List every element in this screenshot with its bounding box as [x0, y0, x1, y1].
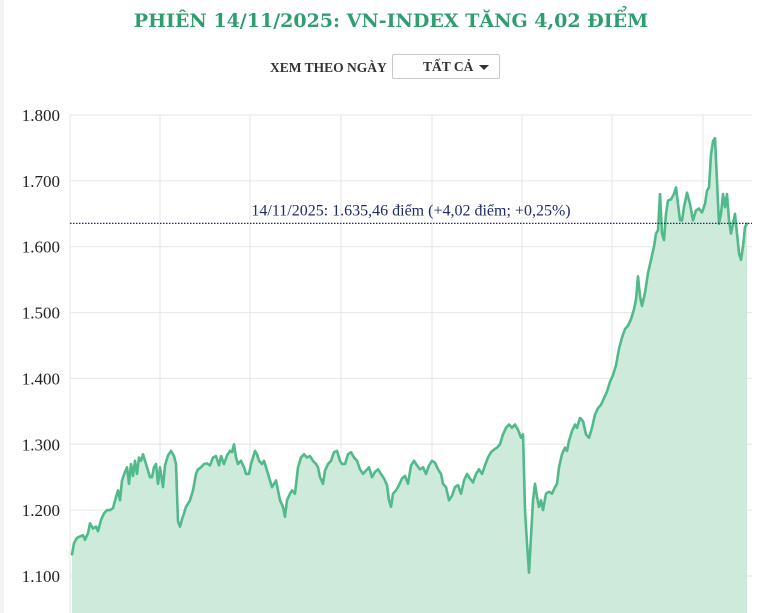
y-tick-label: 1.200	[22, 501, 60, 520]
reference-annotation: 14/11/2025: 1.635,46 điểm (+4,02 điểm; +…	[251, 202, 570, 219]
chart-title: PHIÊN 14/11/2025: VN-INDEX TĂNG 4,02 ĐIỂ…	[133, 10, 649, 32]
date-range-select[interactable]: TẤT CẢ	[392, 54, 500, 79]
date-filter-row: XEM THEO NGÀY TẤT CẢ	[0, 54, 767, 82]
chevron-down-icon	[479, 65, 489, 70]
y-tick-label: 1.500	[22, 304, 60, 323]
page-left-edge	[0, 0, 4, 613]
y-tick-label: 1.300	[22, 435, 60, 454]
index-line	[70, 136, 749, 574]
filter-label: XEM THEO NGÀY	[270, 60, 387, 75]
date-range-selected-value: TẤT CẢ	[423, 59, 474, 74]
y-tick-label: 1.100	[22, 567, 60, 586]
area-fill	[72, 138, 747, 613]
y-tick-label: 1.600	[22, 238, 60, 257]
y-tick-label: 1.800	[22, 106, 60, 125]
y-tick-label: 1.400	[22, 369, 60, 388]
y-axis: 1.800 1.700 1.600 1.500 1.400 1.300 1.200 1.100	[22, 106, 60, 586]
y-tick-label: 1.700	[22, 172, 60, 191]
